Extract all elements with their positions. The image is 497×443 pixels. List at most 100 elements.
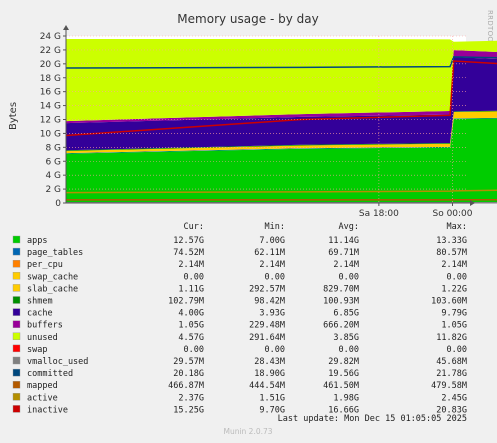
legend-value: 16.66G (328, 405, 359, 415)
legend-value: 466.87M (168, 381, 204, 391)
legend-value: 4.57G (178, 333, 204, 343)
legend-header: Avg: (339, 222, 359, 232)
legend-value: 1.05G (441, 321, 467, 331)
legend-value: 291.64M (249, 333, 285, 343)
legend-value: 28.43M (254, 357, 285, 367)
legend-value: 229.48M (249, 321, 285, 331)
legend-value: 6.85G (333, 309, 359, 319)
legend-row-slab-cache: slab_cache 1.11G 292.57M 829.70M 1.22G (12, 284, 467, 294)
legend-row-vmalloc-used: vmalloc_used 29.57M 28.43M 29.82M 45.68M (12, 356, 467, 367)
legend-value: 3.93G (259, 309, 285, 319)
legend-swatch (12, 332, 21, 340)
area-apps (66, 118, 497, 203)
legend-value: 4.00G (178, 309, 204, 319)
x-tick-label: Sa 18:00 (359, 209, 399, 219)
legend-row-apps: apps 12.57G 7.00G 11.14G 13.33G (12, 235, 467, 246)
legend-value: 292.57M (249, 284, 285, 294)
legend-value: 80.57M (436, 248, 467, 258)
legend-name: unused (27, 333, 58, 343)
area-slab-cache (66, 111, 497, 154)
chart-title: Memory usage - by day (177, 12, 318, 26)
y-tick-label: 6 G (45, 157, 61, 167)
legend-value: 9.79G (441, 309, 467, 319)
legend-value: 0.00 (184, 272, 204, 282)
legend-value: 103.60M (431, 297, 467, 307)
legend-name: swap_cache (27, 272, 78, 282)
y-tick-label: 20 G (40, 60, 61, 70)
legend-swatch (12, 260, 21, 268)
legend: Cur: Min: Avg: Max: apps 12.57G 7.00G 11.14G 13.… (12, 222, 467, 415)
y-tick-label: 16 G (40, 88, 61, 98)
legend-header: Max: (447, 222, 467, 232)
legend-value: 666.20M (323, 321, 359, 331)
legend-value: 20.83G (436, 405, 467, 415)
legend-value: 1.11G (178, 284, 204, 294)
legend-value: 3.85G (333, 333, 359, 343)
legend-value: 829.70M (323, 284, 359, 294)
legend-value: 0.00 (339, 345, 359, 355)
legend-name: slab_cache (27, 284, 78, 294)
legend-value: 13.33G (436, 236, 467, 246)
line-inactive (65, 60, 497, 137)
legend-value: 98.42M (254, 297, 285, 307)
legend-value: 102.79M (168, 297, 204, 307)
legend-row-per-cpu: per_cpu 2.14M 2.14M 2.14M 2.14M (12, 260, 467, 270)
axis-layer: 0 2 G 4 G 6 G 8 G 10 G 12 G 14 G 16 G 18 G 20 G 22 … (40, 25, 475, 219)
legend-name: shmem (27, 297, 53, 307)
y-tick-label: 4 G (45, 171, 61, 181)
legend-row-mapped: mapped 466.87M 444.54M 461.50M 479.58M (12, 381, 467, 391)
legend-value: 20.18G (173, 369, 204, 379)
legend-value: 62.11M (254, 248, 285, 258)
legend-value: 1.98G (333, 393, 359, 403)
legend-name: active (27, 393, 58, 403)
legend-value: 1.51G (259, 393, 285, 403)
legend-value: 2.45G (441, 393, 467, 403)
legend-row-page-tables: page_tables 74.52M 62.11M 69.71M 80.57M (12, 247, 467, 258)
legend-row-swap-cache: swap_cache 0.00 0.00 0.00 0.00 (12, 272, 467, 282)
legend-swatch (12, 344, 21, 353)
legend-value: 461.50M (323, 381, 359, 391)
legend-header: Min: (265, 222, 285, 232)
legend-value: 479.58M (431, 381, 467, 391)
legend-value: 9.70G (259, 405, 285, 415)
legend-name: cache (27, 309, 53, 319)
legend-row-active: active 2.37G 1.51G 1.98G 2.45G (12, 393, 467, 403)
legend-swatch (12, 247, 21, 256)
legend-value: 19.56G (328, 369, 359, 379)
legend-value: 0.00 (265, 272, 285, 282)
y-tick-label: 0 (55, 199, 61, 209)
legend-swatch (12, 296, 21, 304)
legend-swatch (12, 308, 21, 316)
y-axis-label: Bytes (8, 102, 19, 130)
legend-value: 1.22G (441, 284, 467, 294)
legend-value: 11.14G (328, 236, 359, 246)
legend-name: inactive (27, 405, 68, 415)
legend-swatch (12, 356, 21, 365)
munin-version: Munin 2.0.73 (223, 427, 272, 436)
y-tick-label: 14 G (40, 102, 61, 112)
legend-value: 100.93M (323, 297, 359, 307)
legend-value: 0.00 (265, 345, 285, 355)
y-axis-arrow (63, 25, 69, 30)
legend-value: 18.90G (254, 369, 285, 379)
legend-swatch (12, 381, 21, 389)
legend-value: 7.00G (259, 236, 285, 246)
area-cache (66, 57, 497, 151)
legend-value: 2.14M (333, 260, 359, 270)
legend-value: 15.25G (173, 405, 204, 415)
legend-swatch (12, 393, 21, 401)
legend-row-unused: unused 4.57G 291.64M 3.85G 11.82G (12, 332, 467, 343)
legend-name: per_cpu (27, 260, 63, 270)
legend-value: 29.82M (328, 357, 359, 367)
legend-value: 0.00 (447, 272, 467, 282)
legend-swatch (12, 320, 21, 328)
legend-name: buffers (27, 321, 63, 331)
area-unused (66, 38, 497, 122)
legend-row-inactive: inactive 15.25G 9.70G 16.66G 20.83G (12, 405, 467, 415)
legend-swatch (12, 368, 21, 377)
legend-swatch (12, 235, 21, 244)
legend-value: 2.14M (259, 260, 285, 270)
y-tick-label: 2 G (45, 185, 61, 195)
